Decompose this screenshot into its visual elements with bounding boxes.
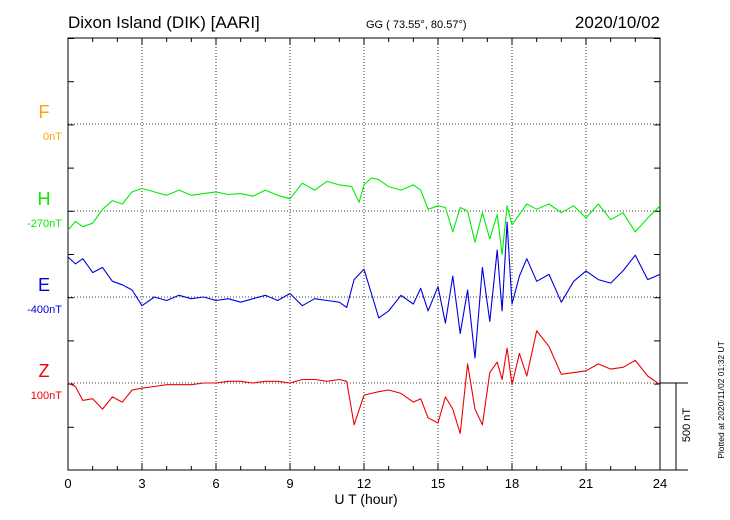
station-title: Dixon Island (DIK) [AARI] <box>68 13 260 32</box>
series-lines <box>67 177 661 435</box>
series-name-z: Z <box>39 361 50 381</box>
series-baseline-e: -400nT <box>27 304 62 316</box>
series-baseline-z: 100nT <box>31 390 62 402</box>
x-tick-label: 21 <box>579 476 593 491</box>
x-tick-label: 18 <box>505 476 519 491</box>
series-line-z <box>67 330 661 435</box>
plotted-at-note: Plotted at 2020/11/02 01:32 UT <box>716 341 726 459</box>
series-name-e: E <box>38 275 50 295</box>
series-line-e <box>67 221 661 359</box>
x-tick-label: 9 <box>286 476 293 491</box>
series-name-f: F <box>39 102 50 122</box>
x-tick-label: 0 <box>64 476 71 491</box>
x-tick-label: 3 <box>138 476 145 491</box>
x-axis-label: U T (hour) <box>334 491 397 507</box>
series-baseline-f: 0nT <box>43 131 62 143</box>
x-tick-label: 6 <box>212 476 219 491</box>
date-label: 2020/10/02 <box>575 13 660 32</box>
x-tick-label: 24 <box>653 476 667 491</box>
series-baseline-h: -270nT <box>27 218 62 230</box>
series-name-h: H <box>38 189 51 209</box>
scale-bar-label: 500 nT <box>681 408 693 443</box>
coords-label: GG ( 73.55°, 80.57°) <box>366 19 467 31</box>
grid <box>68 38 660 470</box>
axes: 0 3 6 9 12 15 18 21 24 <box>64 37 688 491</box>
series-line-h <box>67 177 661 256</box>
series-labels: F 0nT H -270nT E -400nT Z 100nT <box>27 102 62 402</box>
x-tick-label: 12 <box>357 476 371 491</box>
x-tick-label: 15 <box>431 476 445 491</box>
